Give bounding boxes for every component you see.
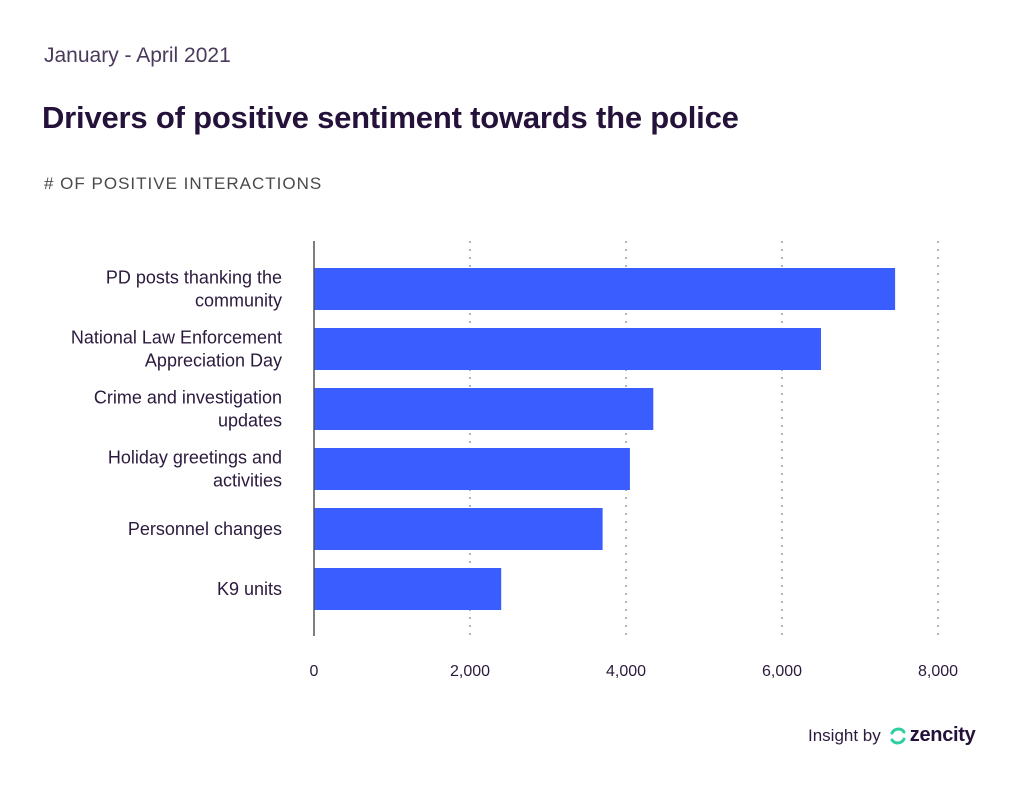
zencity-logo: zencity [889,724,976,747]
category-label: updates [218,411,282,431]
category-label: Holiday greetings and [108,448,282,468]
axis-caption: # OF POSITIVE INTERACTIONS [44,174,323,193]
chart-subtitle: January - April 2021 [44,44,231,67]
category-label: K9 units [217,579,282,599]
category-label: PD posts thanking the [106,268,282,288]
x-tick-label: 0 [310,663,319,680]
x-tick-label: 6,000 [762,663,802,680]
bar [314,448,630,490]
bar [314,328,821,370]
x-tick-label: 2,000 [450,663,490,680]
brand-name: zencity [909,724,976,746]
footer-credit: Insight by zencity [808,724,976,747]
bar [314,268,896,310]
chart-title: Drivers of positive sentiment towards th… [42,100,739,135]
bar [314,508,603,550]
category-label: Crime and investigation [94,388,282,408]
category-label: activities [213,471,282,491]
insight-by-label: Insight by [808,725,881,745]
category-label: Personnel changes [128,519,282,539]
category-label: community [195,291,282,311]
zencity-mark-icon [890,727,906,744]
category-label: Appreciation Day [145,351,282,371]
bar [314,568,502,610]
x-tick-label: 8,000 [918,663,958,680]
x-tick-label: 4,000 [606,663,646,680]
category-label: National Law Enforcement [71,328,282,348]
bar [314,388,654,430]
